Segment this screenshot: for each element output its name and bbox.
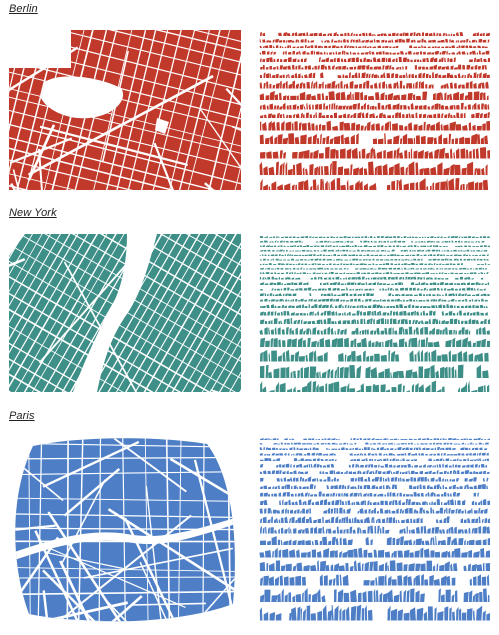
berlin-sorted-panel — [258, 30, 490, 190]
paris-sorted-panel — [258, 436, 490, 626]
paris-street-map-image — [15, 438, 235, 622]
berlin-map-panel — [9, 30, 241, 190]
newyork-map-panel — [9, 234, 241, 392]
newyork-street-map-image — [9, 234, 241, 392]
berlin-sorted-blocks-image — [259, 32, 490, 190]
city-label-paris: Paris — [9, 410, 35, 422]
newyork-sorted-panel — [258, 234, 490, 392]
city-label-berlin: Berlin — [9, 3, 38, 15]
berlin-street-map-image — [9, 30, 241, 190]
newyork-sorted-blocks-image — [259, 236, 490, 392]
paris-map-panel — [9, 436, 241, 626]
city-label-new-york: New York — [9, 207, 57, 219]
paris-sorted-blocks-image — [259, 438, 490, 621]
